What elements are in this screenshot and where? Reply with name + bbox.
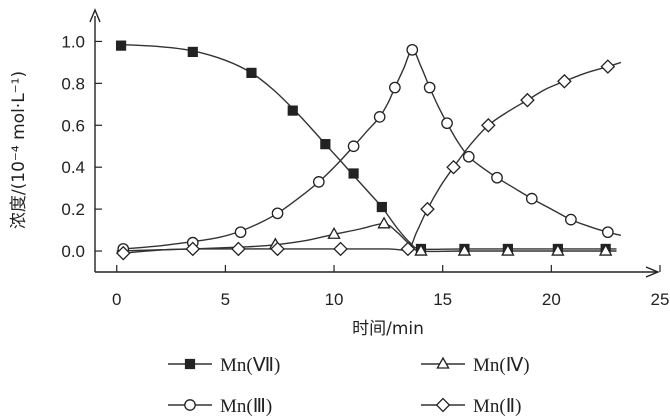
- data-point-series-0: [376, 201, 387, 213]
- data-point-series-3: [270, 241, 285, 257]
- legend-entry: Mn(Ⅳ): [421, 355, 530, 376]
- data-point-series-2: [234, 226, 247, 239]
- x-tick-label: 10: [325, 290, 344, 309]
- data-point-series-2: [441, 117, 453, 130]
- legend-label: Mn(Ⅲ): [220, 396, 272, 417]
- series-curve-3: [123, 61, 622, 254]
- data-point-series-3: [557, 73, 572, 89]
- legend-marker: [435, 397, 451, 413]
- data-point-series-3: [333, 241, 348, 257]
- x-tick-label: 25: [651, 290, 670, 309]
- y-tick-label: 1.0: [61, 32, 85, 51]
- data-point-series-3: [400, 241, 416, 257]
- data-point-series-1: [598, 243, 613, 256]
- data-point-series-3: [520, 92, 535, 108]
- data-point-series-1: [457, 243, 472, 256]
- data-point-series-3: [420, 201, 435, 217]
- data-point-series-1: [327, 226, 341, 239]
- data-point-series-2: [347, 140, 360, 153]
- x-tick-label: 0: [112, 290, 121, 309]
- data-point-series-0: [348, 168, 359, 179]
- data-point-series-3: [600, 59, 616, 74]
- data-point-series-2: [462, 150, 475, 163]
- data-point-series-2: [491, 171, 503, 184]
- data-point-series-3: [115, 245, 131, 261]
- legend-label: Mn(Ⅶ): [220, 355, 280, 376]
- y-tick-label: 0.2: [61, 200, 85, 219]
- data-point-series-2: [373, 111, 386, 123]
- legend-label: Mn(Ⅱ): [473, 396, 521, 417]
- x-tick-label: 5: [221, 290, 230, 309]
- data-point-series-2: [271, 207, 284, 220]
- data-point-series-2: [406, 43, 419, 56]
- markers: [115, 40, 616, 261]
- data-point-series-2: [601, 226, 614, 239]
- axes: 0 5 10 15 20 25 0.0 0.2 0.4 0.6 0.8 1.0 时间/min 浓度/(10…: [9, 8, 670, 339]
- data-point-series-2: [423, 81, 436, 94]
- data-point-series-1: [501, 243, 515, 256]
- data-point-series-3: [481, 117, 496, 133]
- legend-entry: Mn(Ⅶ): [168, 355, 280, 376]
- data-point-series-3: [446, 159, 461, 175]
- data-point-series-0: [115, 40, 127, 51]
- data-point-series-2: [565, 213, 577, 226]
- legend-marker: [436, 356, 450, 369]
- data-point-series-0: [187, 46, 198, 58]
- series-curve-2: [123, 49, 622, 250]
- data-point-series-3: [185, 241, 201, 257]
- data-point-series-0: [246, 67, 257, 78]
- data-point-series-2: [525, 192, 538, 205]
- data-point-series-2: [389, 81, 401, 94]
- legend-entry: Mn(Ⅱ): [421, 396, 521, 417]
- y-axis-arrow: [89, 8, 101, 23]
- x-axis-arrow: [645, 266, 660, 278]
- data-point-series-0: [320, 139, 331, 150]
- y-tick-label: 0.0: [61, 242, 85, 261]
- series-curve-0: [121, 43, 617, 251]
- data-point-series-0: [287, 105, 298, 116]
- legend-marker: [184, 358, 196, 370]
- data-point-series-1: [414, 243, 428, 256]
- data-point-series-1: [551, 243, 565, 256]
- legend-label: Mn(Ⅳ): [473, 355, 530, 376]
- data-point-series-3: [231, 241, 246, 257]
- legend-entry: Mn(Ⅲ): [168, 396, 272, 417]
- data-point-series-1: [377, 216, 391, 229]
- y-axis-title: 浓度/(10⁻⁴ mol·L⁻¹): [9, 71, 29, 229]
- curves: [116, 43, 622, 254]
- x-tick-label: 15: [433, 290, 452, 309]
- legend-marker: [184, 399, 196, 411]
- legend: Mn(Ⅶ) Mn(Ⅳ) Mn(Ⅲ) Mn(Ⅱ): [168, 355, 530, 417]
- y-tick-label: 0.8: [61, 74, 85, 93]
- data-point-series-2: [312, 176, 325, 188]
- y-tick-label: 0.4: [61, 158, 85, 177]
- x-tick-label: 20: [542, 290, 561, 309]
- y-tick-label: 0.6: [61, 116, 85, 135]
- x-axis-title: 时间/min: [352, 319, 424, 339]
